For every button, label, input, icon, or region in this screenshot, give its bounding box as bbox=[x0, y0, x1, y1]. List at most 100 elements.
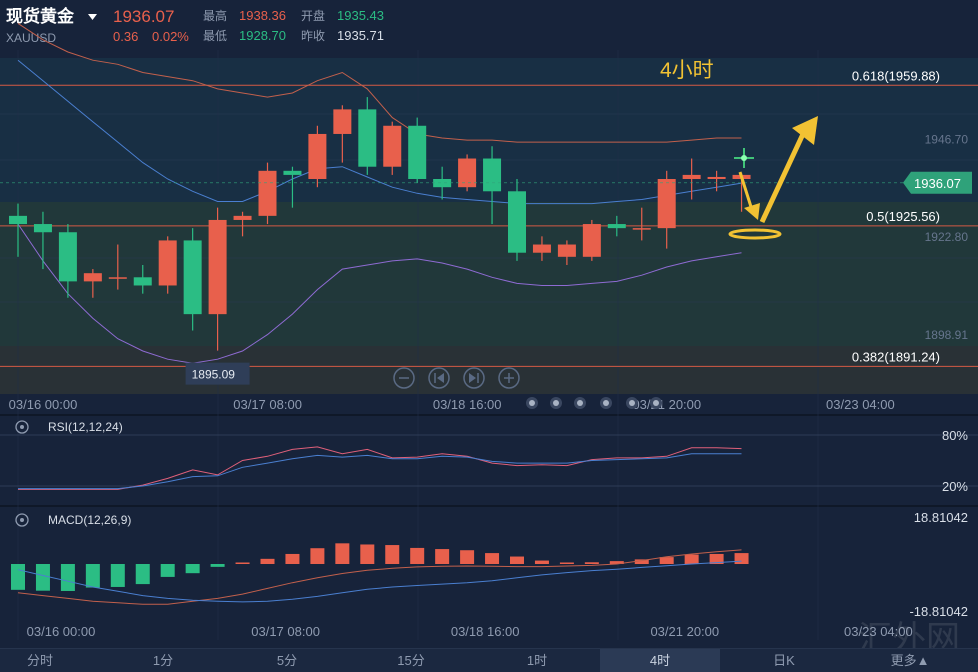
quote-header: 现货黄金 XAUUSD 1936.07 0.36 0.02% 最高 1938.3… bbox=[0, 0, 978, 50]
macd-histogram-bar bbox=[35, 564, 50, 591]
candle-body bbox=[308, 133, 327, 179]
tab-2[interactable]: 5分 bbox=[276, 653, 298, 668]
low-marker-label: 1895.09 bbox=[192, 368, 236, 382]
macd-histogram-bar bbox=[559, 562, 574, 564]
symbol-code: XAUUSD bbox=[6, 31, 56, 45]
macd-histogram-bar bbox=[410, 547, 425, 564]
candle-body bbox=[557, 244, 576, 257]
macd-time-tick: 03/16 00:00 bbox=[27, 624, 96, 639]
open-value: 1935.43 bbox=[337, 8, 384, 23]
candle-body bbox=[9, 215, 27, 225]
macd-histogram-bar bbox=[260, 558, 275, 564]
macd-histogram-bar bbox=[110, 564, 125, 587]
symbol-name[interactable]: 现货黄金 bbox=[6, 6, 75, 26]
open-label: 开盘 bbox=[301, 8, 325, 23]
candle-body bbox=[33, 224, 52, 233]
macd-time-tick: 03/18 16:00 bbox=[451, 624, 520, 639]
macd-histogram-bar bbox=[11, 564, 25, 590]
candle-body bbox=[532, 244, 551, 253]
macd-histogram-bar bbox=[709, 553, 724, 564]
time-axis: 03/16 00:00 03/17 08:00 03/18 16:00 03/21 2… bbox=[9, 397, 895, 412]
macd-time-tick: 03/23 04:00 bbox=[844, 624, 913, 639]
quote-header-svg: 现货黄金 XAUUSD 1936.07 0.36 0.02% 最高 1938.3… bbox=[6, 6, 384, 45]
macd-dif-line bbox=[17, 549, 742, 605]
macd-tick: -18.81042 bbox=[909, 604, 968, 619]
macd-histogram-bar bbox=[85, 564, 100, 588]
price-tick: 1946.70 bbox=[925, 132, 969, 146]
macd-histogram-bar bbox=[285, 553, 300, 564]
price-change-pct: 0.02% bbox=[152, 29, 189, 44]
candle-body bbox=[707, 176, 726, 179]
time-tick: 03/23 04:00 bbox=[826, 397, 895, 412]
macd-tick: 18.81042 bbox=[914, 510, 968, 525]
symbol-dropdown-icon[interactable] bbox=[88, 14, 97, 20]
watermark: 汇外网 bbox=[858, 620, 960, 648]
candlestick-chart[interactable]: 0.618(1959.88) 0.5(1925.56) 0.382(1891.24)… bbox=[0, 0, 978, 648]
candle-body bbox=[632, 228, 651, 230]
macd-pane: 18.81042 -18.81042 bbox=[11, 510, 968, 619]
time-tick: 03/18 16:00 bbox=[433, 397, 502, 412]
minus-circle-icon bbox=[393, 367, 415, 389]
last-price: 1936.07 bbox=[113, 7, 174, 26]
high-label: 最高 bbox=[203, 8, 227, 23]
macd-histogram-bar bbox=[185, 564, 200, 574]
cursor-crosshair bbox=[734, 148, 754, 168]
macd-histogram-bar bbox=[335, 543, 350, 564]
tab-0[interactable]: 分时 bbox=[26, 653, 53, 668]
tab-6[interactable]: 日K bbox=[773, 653, 795, 668]
macd-time-tick: 03/17 08:00 bbox=[251, 624, 320, 639]
macd-histogram-bar bbox=[435, 549, 450, 564]
boll-lower-line bbox=[17, 223, 742, 364]
candle-body bbox=[582, 224, 601, 257]
macd-histogram-bar bbox=[659, 557, 674, 564]
low-value: 1928.70 bbox=[239, 28, 286, 43]
tab-4[interactable]: 1时 bbox=[526, 653, 548, 668]
time-tick: 03/16 00:00 bbox=[9, 397, 78, 412]
macd-histogram-bar bbox=[734, 553, 749, 564]
macd-histogram-bar bbox=[460, 550, 475, 564]
bollinger-bands bbox=[17, 22, 742, 364]
rsi-settings[interactable] bbox=[15, 420, 29, 434]
macd-histogram-bar bbox=[310, 548, 325, 564]
macd-histogram-bar bbox=[360, 544, 375, 564]
candle-body bbox=[258, 170, 277, 216]
macd-histogram-bar bbox=[160, 564, 175, 577]
chart-controls bbox=[393, 367, 520, 389]
macd-time-axis: 03/16 00:00 03/17 08:00 03/18 16:00 03/21 2… bbox=[27, 624, 913, 639]
pagination-dots[interactable] bbox=[526, 397, 662, 409]
step-back-button[interactable] bbox=[428, 367, 450, 389]
price-change: 0.36 bbox=[113, 29, 138, 44]
zoom-out-button[interactable] bbox=[393, 367, 415, 389]
tab-5[interactable]: 4时 bbox=[600, 649, 720, 672]
macd-histogram-bar bbox=[385, 545, 400, 564]
candle-body bbox=[383, 125, 402, 167]
step-forward-button[interactable] bbox=[463, 367, 485, 389]
candle-body bbox=[358, 109, 377, 167]
pane-divider-2 bbox=[0, 505, 978, 507]
candles bbox=[9, 97, 751, 351]
candle-body bbox=[58, 232, 77, 282]
tab-1[interactable]: 1分 bbox=[152, 653, 174, 668]
timeframe-annotation: 4小时 bbox=[660, 59, 714, 82]
fibonacci-levels: 0.618(1959.88) 0.5(1925.56) 0.382(1891.24) bbox=[0, 68, 978, 367]
macd-settings[interactable] bbox=[15, 513, 29, 527]
rsi-slow-line bbox=[18, 453, 742, 490]
macd-histogram-bar bbox=[135, 564, 150, 585]
candle-body bbox=[158, 240, 177, 286]
price-axis: 1946.70 1922.80 1898.91 bbox=[0, 132, 968, 342]
macd-time-tick: 03/21 20:00 bbox=[650, 624, 719, 639]
tab-7[interactable]: 更多▲ bbox=[890, 653, 930, 668]
zoom-in-button[interactable] bbox=[498, 367, 520, 389]
rsi-fast-line bbox=[18, 446, 742, 490]
grid bbox=[0, 50, 978, 640]
prev-close-value: 1935.71 bbox=[337, 28, 384, 43]
rsi-tick: 20% bbox=[942, 479, 968, 494]
support-ellipse bbox=[728, 228, 782, 240]
timeframe-tabbar: 分时 1分 5分 15分 1时 4时 日K 更多▲ bbox=[0, 648, 978, 672]
tab-3[interactable]: 15分 bbox=[397, 653, 425, 668]
macd-histogram-bar bbox=[235, 562, 250, 564]
candle-body bbox=[458, 158, 477, 188]
candle-body bbox=[333, 109, 352, 134]
price-tick: 1898.91 bbox=[925, 328, 969, 342]
candle-body bbox=[83, 273, 102, 282]
